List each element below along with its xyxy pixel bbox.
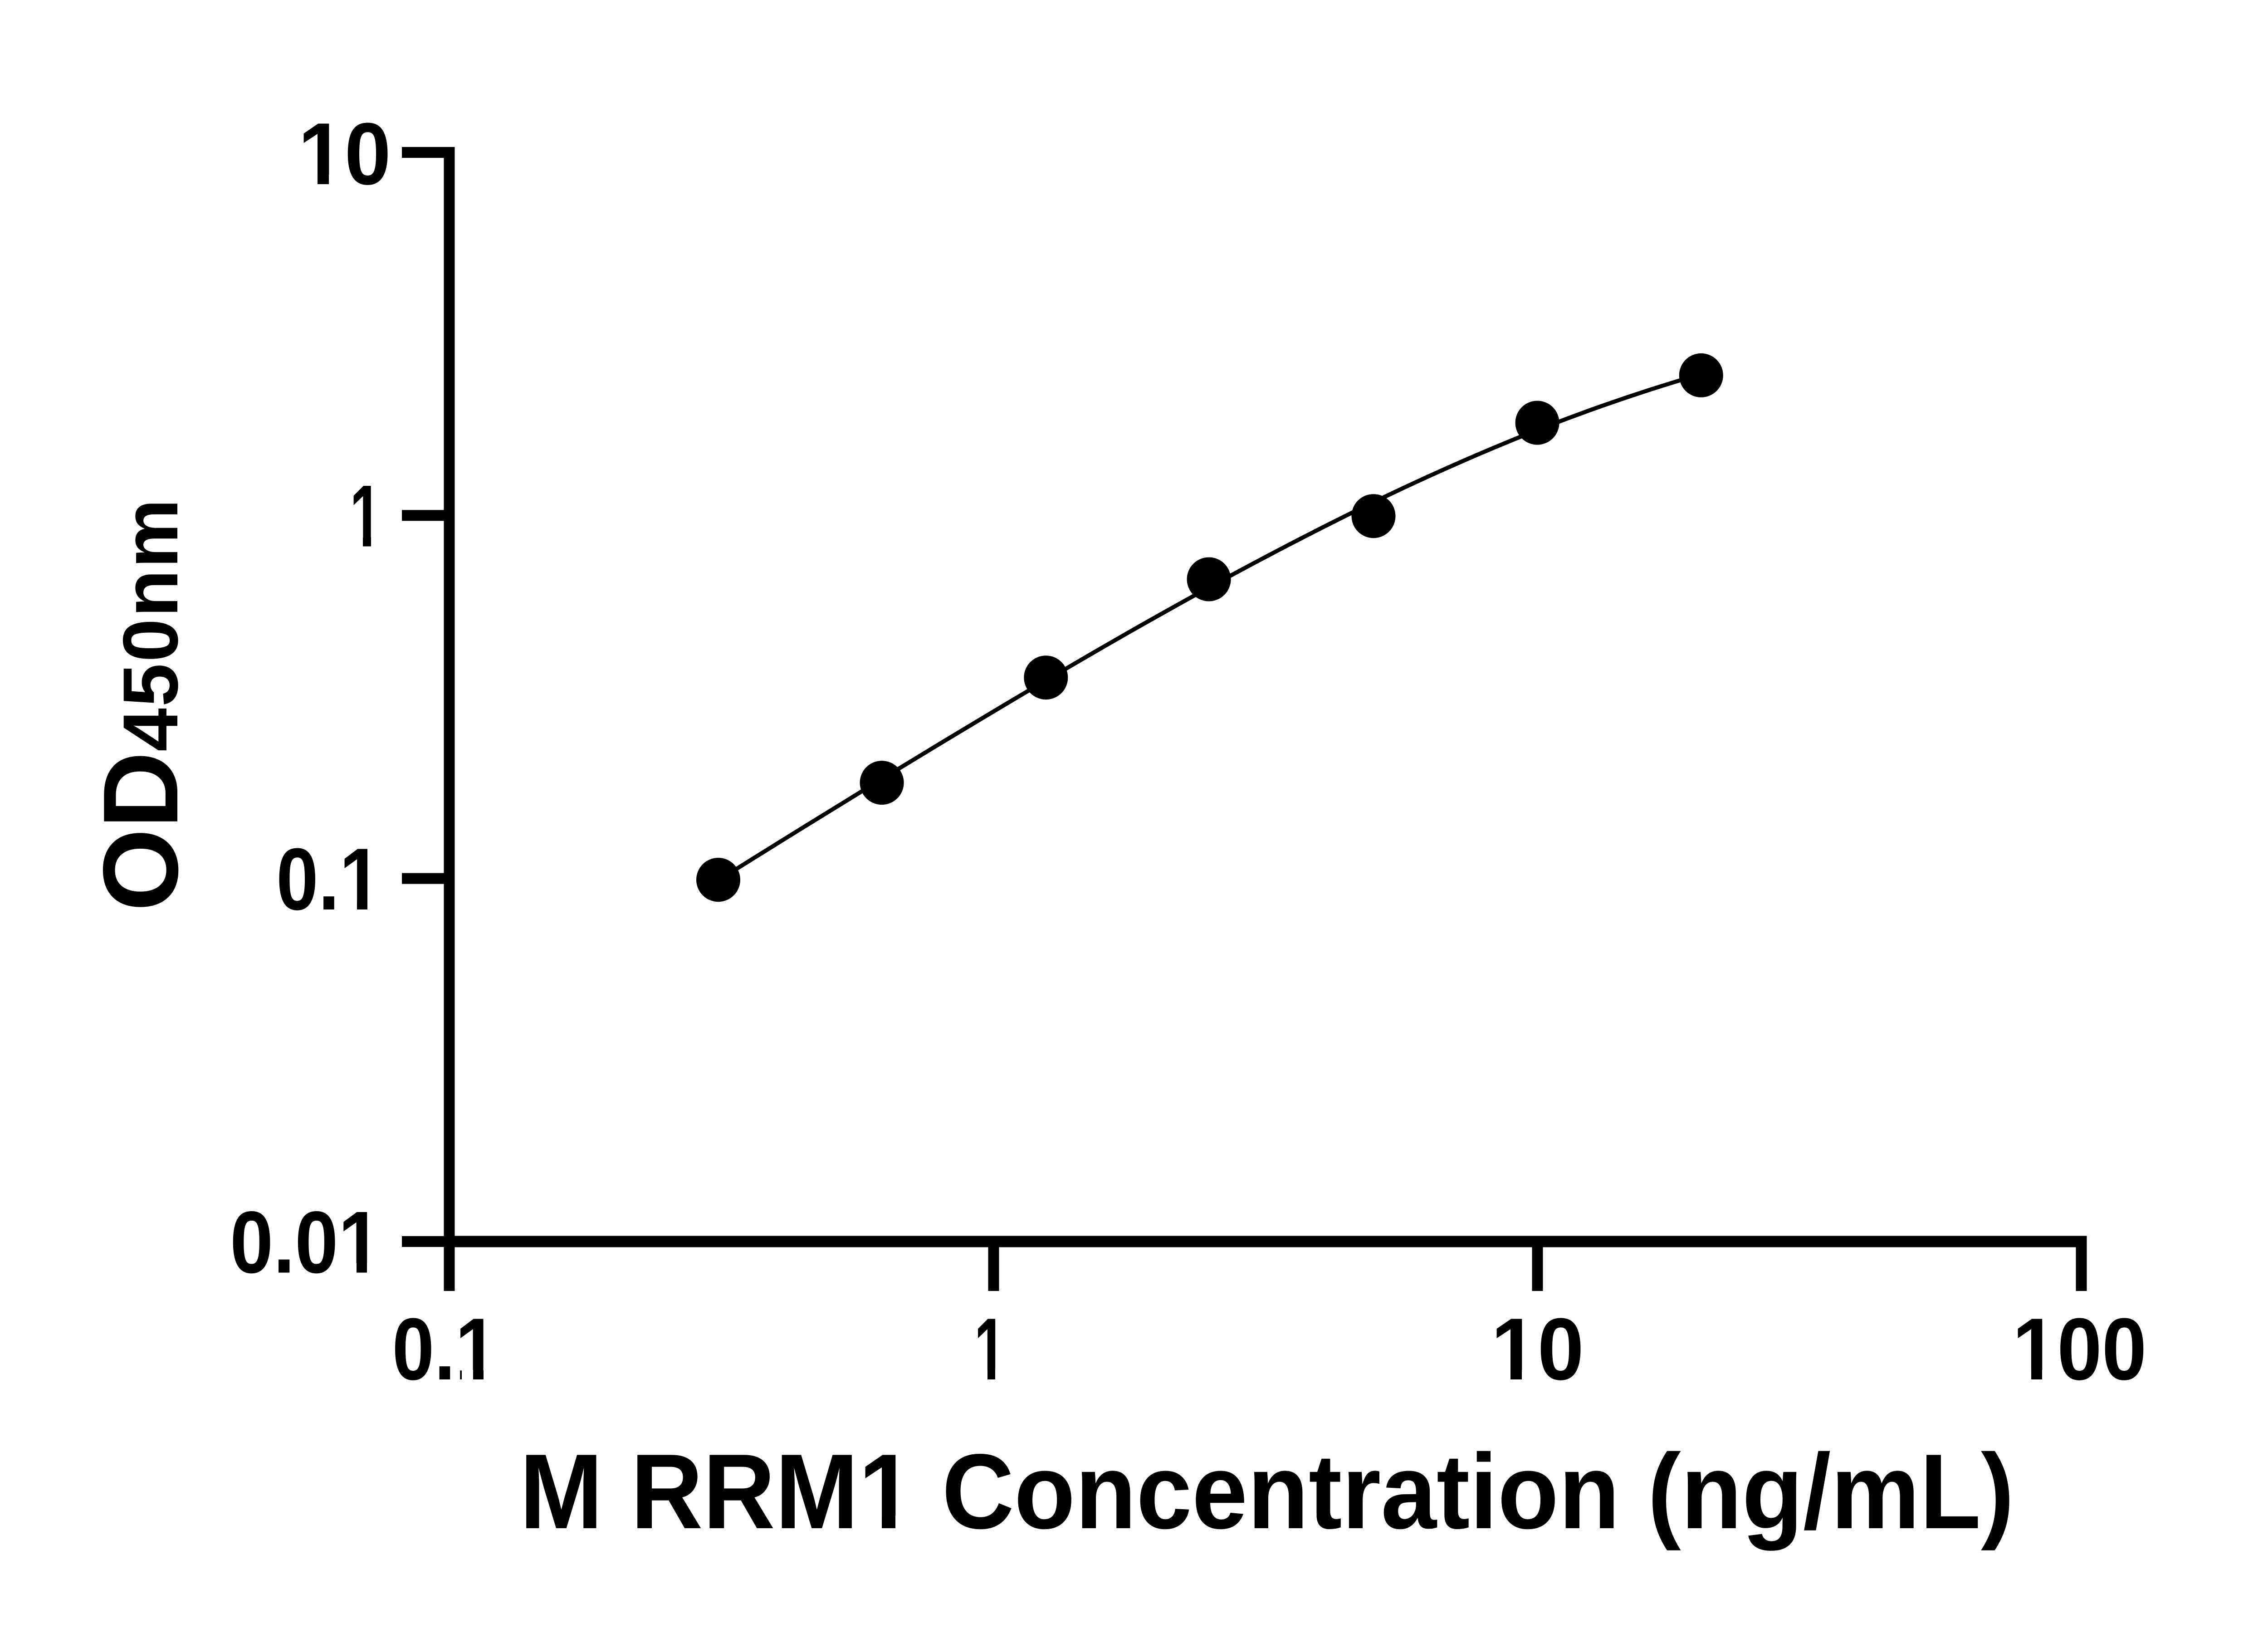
svg-text:0.1: 0.1 bbox=[392, 1300, 498, 1398]
svg-text:1: 1 bbox=[974, 1300, 1006, 1398]
svg-text:0.1: 0.1 bbox=[276, 830, 381, 929]
svg-text:100: 100 bbox=[2013, 1300, 2147, 1398]
svg-text:10: 10 bbox=[298, 105, 391, 203]
svg-text:M RRM1 Concentration (ng/mL): M RRM1 Concentration (ng/mL) bbox=[520, 1432, 2014, 1551]
svg-text:10: 10 bbox=[1491, 1300, 1584, 1398]
svg-text:0.01: 0.01 bbox=[230, 1193, 381, 1292]
svg-text:1: 1 bbox=[350, 467, 381, 566]
